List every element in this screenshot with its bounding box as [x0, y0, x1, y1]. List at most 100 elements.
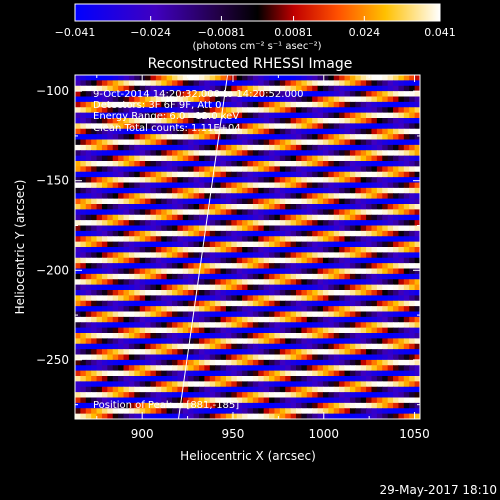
- heatmap-cell: [198, 306, 205, 313]
- heatmap-cell: [285, 182, 292, 189]
- heatmap-cell: [269, 155, 276, 162]
- heatmap-cell: [290, 177, 297, 184]
- heatmap-cell: [182, 134, 189, 141]
- heatmap-cell: [220, 295, 227, 302]
- heatmap-cell: [204, 295, 211, 302]
- heatmap-cell: [409, 182, 416, 189]
- heatmap-cell: [155, 322, 162, 329]
- heatmap-cell: [403, 402, 410, 409]
- heatmap-cell: [312, 257, 319, 264]
- heatmap-cell: [366, 134, 373, 141]
- heatmap-cell: [161, 107, 168, 114]
- heatmap-cell: [393, 150, 400, 157]
- heatmap-cell: [263, 230, 270, 237]
- heatmap-cell: [376, 349, 383, 356]
- heatmap-cell: [306, 230, 313, 237]
- heatmap-cell: [107, 230, 114, 237]
- heatmap-cell: [285, 338, 292, 345]
- heatmap-cell: [403, 139, 410, 146]
- heatmap-cell: [91, 139, 98, 146]
- heatmap-cell: [172, 177, 179, 184]
- heatmap-cell: [220, 112, 227, 119]
- heatmap-cell: [236, 171, 243, 178]
- heatmap-cell: [107, 300, 114, 307]
- heatmap-cell: [382, 220, 389, 227]
- heatmap-cell: [128, 107, 135, 114]
- heatmap-cell: [317, 91, 324, 98]
- heatmap-cell: [118, 386, 125, 393]
- heatmap-cell: [112, 327, 119, 334]
- heatmap-cell: [317, 284, 324, 291]
- heatmap-cell: [236, 214, 243, 221]
- heatmap-cell: [177, 236, 184, 243]
- heatmap-cell: [252, 123, 259, 130]
- heatmap-cell: [101, 359, 108, 366]
- heatmap-cell: [333, 263, 340, 270]
- heatmap-cell: [306, 204, 313, 210]
- heatmap-cell: [263, 327, 270, 334]
- heatmap-cell: [393, 144, 400, 151]
- heatmap-cell: [85, 236, 92, 243]
- heatmap-cell: [236, 327, 243, 334]
- heatmap-cell: [85, 91, 92, 98]
- heatmap-cell: [231, 128, 238, 135]
- heatmap-cell: [80, 155, 87, 162]
- heatmap-cell: [328, 397, 335, 404]
- heatmap-cell: [193, 193, 200, 200]
- heatmap-cell: [215, 349, 222, 356]
- heatmap-cell: [231, 327, 238, 334]
- heatmap-cell: [188, 322, 195, 329]
- colorbar-tick-label: 0.041: [424, 26, 456, 39]
- heatmap-cell: [263, 322, 270, 329]
- heatmap-cell: [123, 268, 130, 275]
- heatmap-cell: [290, 214, 297, 221]
- heatmap-cell: [349, 187, 356, 194]
- heatmap-cell: [225, 187, 232, 194]
- heatmap-cell: [204, 134, 211, 141]
- heatmap-cell: [290, 91, 297, 98]
- heatmap-cell: [393, 118, 400, 124]
- heatmap-cell: [161, 209, 168, 216]
- heatmap-cell: [231, 139, 238, 146]
- heatmap-cell: [198, 370, 205, 377]
- heatmap-cell: [204, 359, 211, 366]
- heatmap-cell: [193, 247, 200, 253]
- heatmap-cell: [371, 273, 378, 280]
- heatmap-cell: [75, 381, 81, 388]
- heatmap-cell: [387, 316, 394, 323]
- heatmap-cell: [145, 225, 152, 232]
- heatmap-cell: [150, 96, 157, 103]
- heatmap-cell: [290, 161, 297, 167]
- heatmap-cell: [123, 80, 130, 87]
- heatmap-cell: [188, 408, 195, 415]
- heatmap-cell: [285, 316, 292, 323]
- heatmap-cell: [166, 252, 173, 259]
- heatmap-cell: [225, 408, 232, 415]
- heatmap-cell: [328, 161, 335, 167]
- heatmap-cell: [414, 144, 420, 151]
- heatmap-cell: [344, 279, 351, 286]
- heatmap-cell: [177, 386, 184, 393]
- heatmap-cell: [263, 225, 270, 232]
- heatmap-cell: [366, 230, 373, 237]
- heatmap-cell: [339, 230, 346, 237]
- heatmap-cell: [403, 295, 410, 302]
- heatmap-cell: [85, 306, 92, 313]
- heatmap-cells: [75, 75, 420, 419]
- heatmap-cell: [306, 284, 313, 291]
- heatmap-cell: [118, 279, 125, 286]
- heatmap-cell: [75, 85, 81, 92]
- heatmap-cell: [376, 187, 383, 194]
- heatmap-cell: [96, 284, 103, 291]
- heatmap-cell: [123, 230, 130, 237]
- heatmap-cell: [155, 187, 162, 194]
- heatmap-cell: [177, 128, 184, 135]
- heatmap-cell: [371, 376, 378, 382]
- heatmap-cell: [198, 182, 205, 189]
- heatmap-cell: [123, 349, 130, 356]
- heatmap-cell: [193, 209, 200, 216]
- heatmap-cell: [145, 166, 152, 173]
- heatmap-cell: [231, 118, 238, 124]
- heatmap-cell: [414, 118, 420, 124]
- heatmap-cell: [247, 225, 254, 232]
